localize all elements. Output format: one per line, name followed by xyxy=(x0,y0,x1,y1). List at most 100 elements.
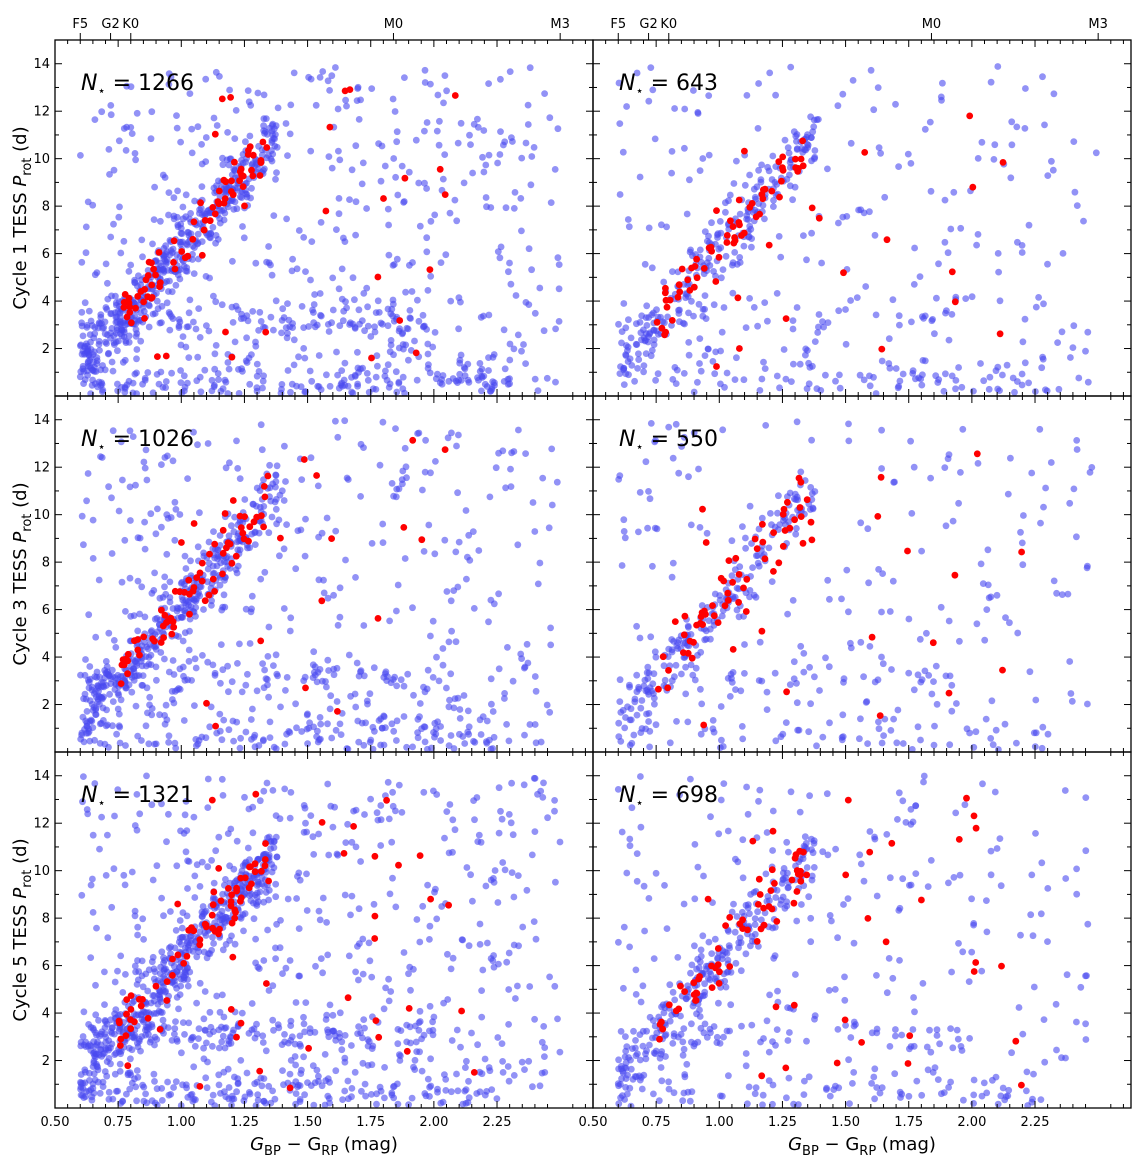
n-subscript: ⋆ xyxy=(635,84,643,99)
point-blue xyxy=(302,819,309,827)
point-blue xyxy=(92,633,100,641)
point-blue xyxy=(110,865,118,873)
point-blue xyxy=(171,1030,178,1038)
point-blue xyxy=(324,780,332,788)
point-blue xyxy=(115,710,123,718)
point-blue xyxy=(368,85,376,92)
point-blue xyxy=(835,219,842,227)
point-blue xyxy=(995,268,1002,276)
point-blue xyxy=(218,736,226,744)
point-blue xyxy=(375,140,382,148)
point-blue xyxy=(151,1078,158,1085)
point-blue xyxy=(688,297,695,305)
point-blue xyxy=(847,644,855,652)
point-blue xyxy=(225,1084,233,1091)
point-blue xyxy=(463,575,470,583)
point-blue xyxy=(1073,446,1081,453)
point-red xyxy=(220,176,228,184)
point-red xyxy=(171,587,179,595)
point-blue xyxy=(505,1077,513,1085)
point-red xyxy=(118,661,126,669)
point-blue xyxy=(899,740,907,747)
point-blue xyxy=(711,590,719,598)
point-blue xyxy=(361,327,368,335)
point-blue xyxy=(1066,658,1074,665)
point-blue xyxy=(295,869,303,877)
panel-ticks xyxy=(54,40,593,396)
point-blue xyxy=(345,952,353,960)
point-blue xyxy=(147,510,155,518)
point-blue xyxy=(309,661,317,669)
point-blue xyxy=(510,345,518,353)
point-blue xyxy=(680,370,688,377)
point-blue xyxy=(272,745,280,752)
point-blue xyxy=(718,612,726,620)
point-blue xyxy=(425,521,433,529)
point-blue xyxy=(416,1007,424,1015)
point-blue xyxy=(1004,490,1012,498)
point-blue xyxy=(541,90,548,97)
point-red xyxy=(784,498,791,506)
point-blue xyxy=(342,556,349,564)
point-blue xyxy=(301,1091,308,1099)
point-blue xyxy=(1007,174,1015,182)
point-blue xyxy=(401,555,409,562)
point-blue xyxy=(445,849,453,857)
point-blue xyxy=(113,301,120,309)
point-blue xyxy=(927,187,935,195)
point-red xyxy=(418,536,426,544)
point-blue xyxy=(368,540,376,547)
point-blue xyxy=(970,387,977,395)
point-blue xyxy=(256,797,264,805)
point-blue xyxy=(119,989,127,996)
point-blue xyxy=(283,674,291,681)
panel-ticks xyxy=(592,40,1131,396)
point-blue xyxy=(957,469,964,476)
point-blue xyxy=(163,299,171,307)
point-blue xyxy=(87,338,94,346)
point-blue xyxy=(825,663,833,671)
point-blue xyxy=(192,325,200,333)
point-blue xyxy=(941,238,949,246)
point-blue xyxy=(282,687,289,694)
point-blue xyxy=(640,368,647,376)
point-blue xyxy=(1020,512,1027,519)
point-blue xyxy=(391,673,398,681)
point-blue xyxy=(89,909,97,916)
point-blue xyxy=(445,638,453,646)
point-blue xyxy=(157,649,165,656)
point-blue xyxy=(490,600,498,608)
point-blue xyxy=(126,1055,134,1063)
point-blue xyxy=(717,703,725,710)
point-blue xyxy=(421,179,428,187)
point-blue xyxy=(452,548,460,556)
point-blue xyxy=(284,152,291,160)
point-blue xyxy=(301,804,309,812)
point-blue xyxy=(254,889,261,897)
point-blue xyxy=(104,934,112,942)
point-blue xyxy=(363,370,371,377)
point-red xyxy=(736,345,743,352)
point-red xyxy=(178,539,185,546)
point-blue xyxy=(142,446,150,454)
point-blue xyxy=(426,1002,434,1010)
point-blue xyxy=(367,795,374,803)
point-blue xyxy=(384,778,392,786)
point-red xyxy=(709,602,716,609)
point-blue xyxy=(470,605,478,612)
point-blue xyxy=(80,380,87,387)
point-blue xyxy=(191,872,199,880)
point-red xyxy=(171,265,179,273)
point-blue xyxy=(236,913,244,921)
point-red xyxy=(779,153,787,161)
point-blue xyxy=(225,1040,233,1048)
point-red xyxy=(426,266,434,273)
point-blue xyxy=(483,383,491,390)
point-red xyxy=(237,165,245,173)
point-blue xyxy=(107,233,115,241)
point-blue xyxy=(433,915,441,923)
point-blue xyxy=(465,531,473,539)
point-blue xyxy=(1070,485,1078,493)
point-blue xyxy=(446,801,454,808)
point-blue xyxy=(853,294,861,301)
